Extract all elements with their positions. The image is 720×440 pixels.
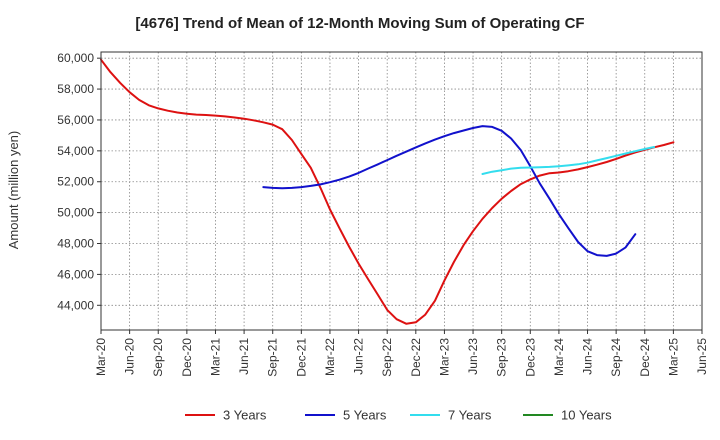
legend-label: 5 Years [343,408,387,423]
x-tick-label: Mar-24 [552,338,566,376]
x-tick-label: Sep-22 [380,338,394,377]
x-tick-label: Sep-23 [495,338,509,377]
x-tick-label: Sep-24 [609,338,623,377]
x-tick-label: Mar-20 [94,338,108,376]
y-tick-label: 52,000 [57,175,94,189]
series-line-7-years [481,146,656,175]
y-tick-label: 60,000 [57,51,94,65]
x-tick-label: Jun-23 [466,338,480,375]
legend-label: 7 Years [448,408,492,423]
legend-label: 3 Years [223,408,267,423]
grid [101,52,702,330]
x-tick-label: Mar-21 [208,338,222,376]
y-axis-label: Amount (million yen) [6,131,21,250]
y-tick-label: 46,000 [57,267,94,281]
y-tick-label: 44,000 [57,298,94,312]
series-lines [100,58,675,325]
x-tick-labels: Mar-20 Jun-20 Sep-20 Dec-20 Mar-21 Jun-21 Sep-… [94,330,709,377]
y-tick-labels: 44,000 46,000 48,000 50,000 52,000 54,000 56,0… [57,51,101,312]
x-tick-label: Mar-23 [437,338,451,376]
plot-frame [100,51,703,331]
x-tick-label: Dec-21 [294,338,308,377]
x-tick-label: Mar-25 [666,338,680,376]
x-tick-label: Jun-20 [123,338,137,375]
y-tick-label: 48,000 [57,237,94,251]
x-tick-label: Sep-20 [151,338,165,377]
x-tick-label: Jun-22 [352,338,366,375]
legend: 3 Years 5 Years 7 Years 10 Years [185,408,612,423]
y-tick-label: 54,000 [57,144,94,158]
y-tick-label: 50,000 [57,206,94,220]
x-tick-label: Dec-20 [180,338,194,377]
y-tick-label: 58,000 [57,82,94,96]
x-tick-label: Jun-21 [237,338,251,375]
chart-title: [4676] Trend of Mean of 12-Month Moving … [135,15,584,32]
x-tick-label: Jun-25 [695,338,709,375]
legend-label: 10 Years [561,408,612,423]
x-tick-label: Dec-23 [523,338,537,377]
series-line-5-years [262,125,637,257]
x-tick-label: Dec-22 [409,338,423,377]
x-tick-label: Sep-21 [266,338,280,377]
x-tick-label: Dec-24 [638,338,652,377]
series-line-3-years [100,58,675,325]
x-tick-label: Mar-22 [323,338,337,376]
y-tick-label: 56,000 [57,113,94,127]
x-tick-label: Jun-24 [581,338,595,375]
